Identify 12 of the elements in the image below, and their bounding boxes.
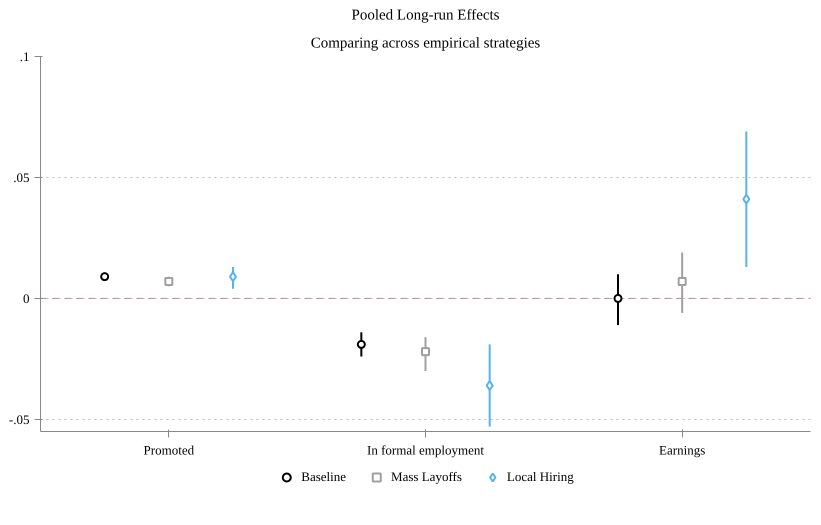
legend-label: Local Hiring [506, 469, 574, 485]
y-tick-label: .1 [20, 49, 30, 64]
x-tick-label: Earnings [659, 442, 706, 458]
chart-subtitle: Comparing across empirical strategies [310, 36, 540, 52]
x-tick-label: Promoted [144, 442, 195, 458]
legend-label: Baseline [301, 469, 346, 485]
y-tick-label: -.05 [8, 412, 30, 427]
y-tick-label: .05 [13, 170, 30, 185]
chart-title: Pooled Long-run Effects [351, 8, 500, 24]
x-tick-label: In formal employment [367, 442, 484, 458]
legend-label: Mass Layoffs [391, 469, 462, 485]
y-tick-label: 0 [23, 290, 30, 306]
